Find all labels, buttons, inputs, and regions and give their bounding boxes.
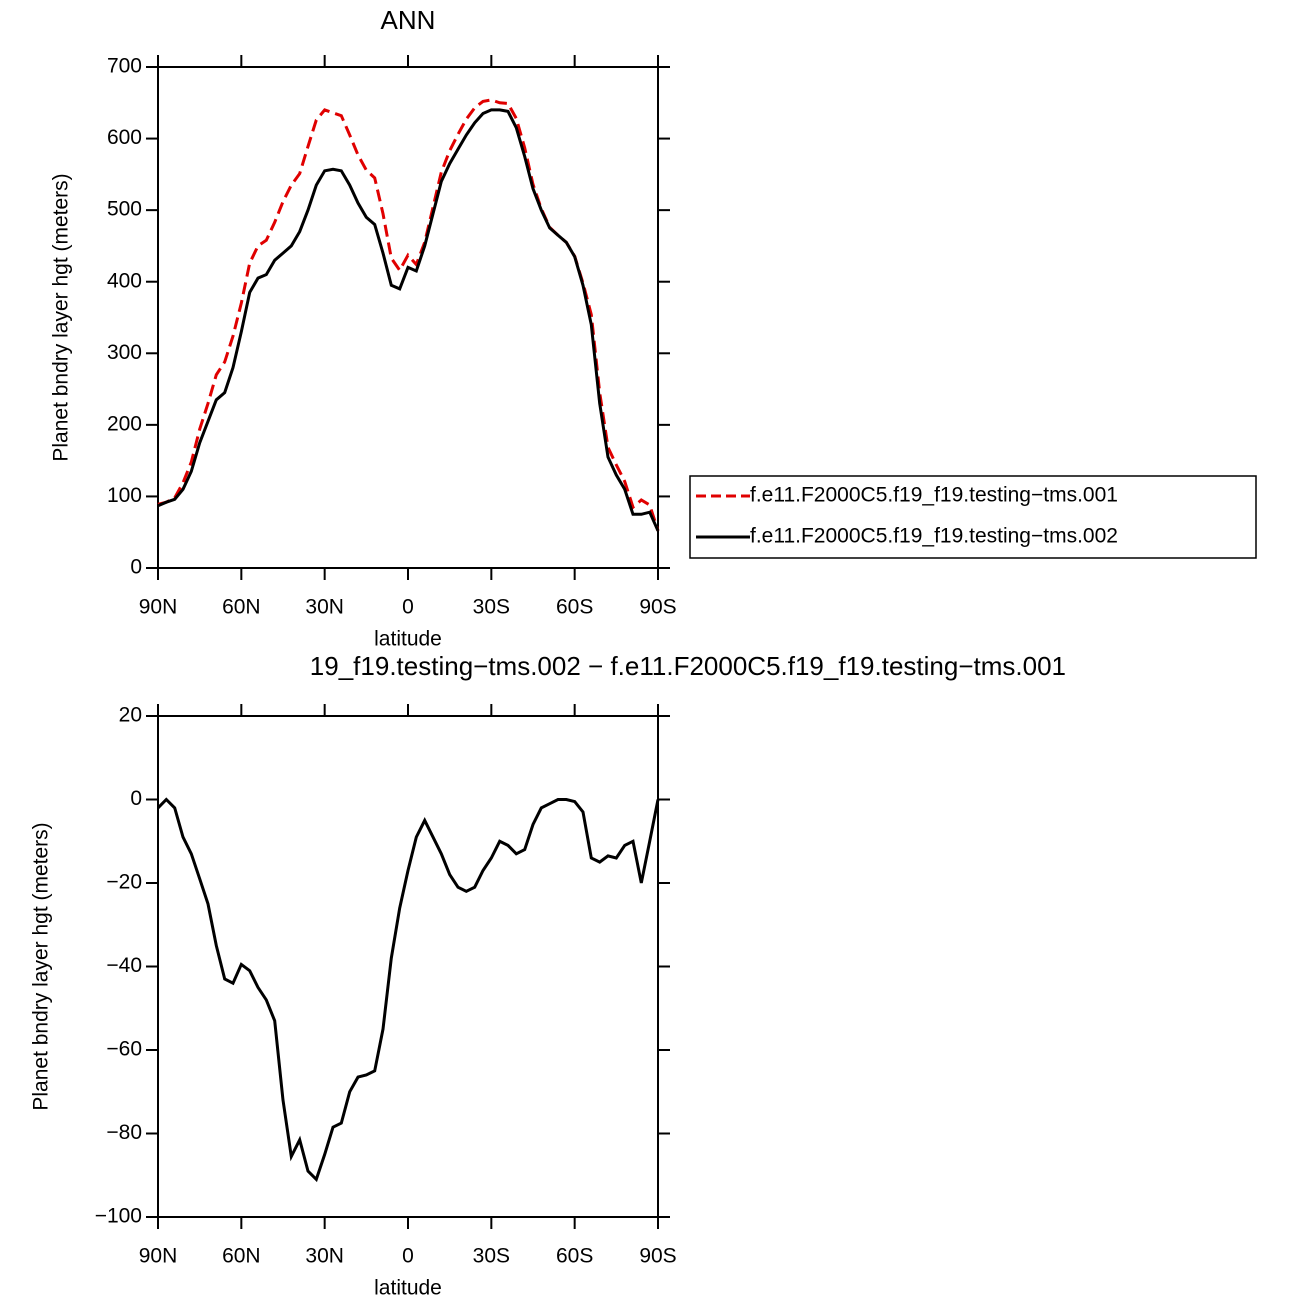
y-tick-label: 300 <box>107 341 142 364</box>
y-tick-label: 500 <box>107 198 142 221</box>
y-axis-label: Planet bndry layer hgt (meters) <box>30 822 53 1110</box>
x-axis-label: latitude <box>374 628 442 651</box>
data-line <box>157 108 660 532</box>
x-tick-label: 60N <box>222 1245 261 1268</box>
y-axis-label: Planet bndry layer hgt (meters) <box>50 173 73 461</box>
x-tick-label: 60N <box>222 596 261 619</box>
y-tick-label: 20 <box>119 704 142 727</box>
x-tick-label: 60S <box>556 596 593 619</box>
y-tick-label: 200 <box>107 412 142 435</box>
x-tick-label: 30N <box>305 1245 344 1268</box>
x-tick-label: 90S <box>639 596 676 619</box>
y-tick-label: 0 <box>130 787 142 810</box>
x-tick-label: 0 <box>402 1245 414 1268</box>
y-tick-label: −20 <box>106 871 142 894</box>
x-tick-label: 30S <box>473 596 510 619</box>
y-tick-label: −80 <box>106 1121 142 1144</box>
x-axis-label: latitude <box>374 1277 442 1300</box>
y-tick-label: 700 <box>107 55 142 78</box>
y-tick-label: −100 <box>95 1205 142 1228</box>
legend-label: f.e11.F2000C5.f19_f19.testing−tms.002 <box>750 525 1118 548</box>
y-tick-label: −60 <box>106 1038 142 1061</box>
plot-frame <box>157 66 659 569</box>
y-tick-label: 0 <box>130 556 142 579</box>
data-line <box>156 797 660 1183</box>
x-tick-label: 30S <box>473 1245 510 1268</box>
legend-label: f.e11.F2000C5.f19_f19.testing−tms.001 <box>750 484 1118 507</box>
y-tick-label: 100 <box>107 484 142 507</box>
plot-frame <box>157 715 659 1218</box>
y-tick-label: −40 <box>106 954 142 977</box>
y-tick-label: 600 <box>107 126 142 149</box>
x-tick-label: 0 <box>402 596 414 619</box>
data-line <box>157 98 660 532</box>
y-tick-label: 400 <box>107 269 142 292</box>
x-tick-label: 90N <box>139 1245 178 1268</box>
legend-box <box>689 475 1257 559</box>
x-tick-label: 90S <box>639 1245 676 1268</box>
x-tick-label: 30N <box>305 596 344 619</box>
x-tick-label: 90N <box>139 596 178 619</box>
chart-title: ANN <box>381 5 436 35</box>
chart-title: 19_f19.testing−tms.002 − f.e11.F2000C5.f… <box>310 651 1066 681</box>
x-tick-label: 60S <box>556 1245 593 1268</box>
